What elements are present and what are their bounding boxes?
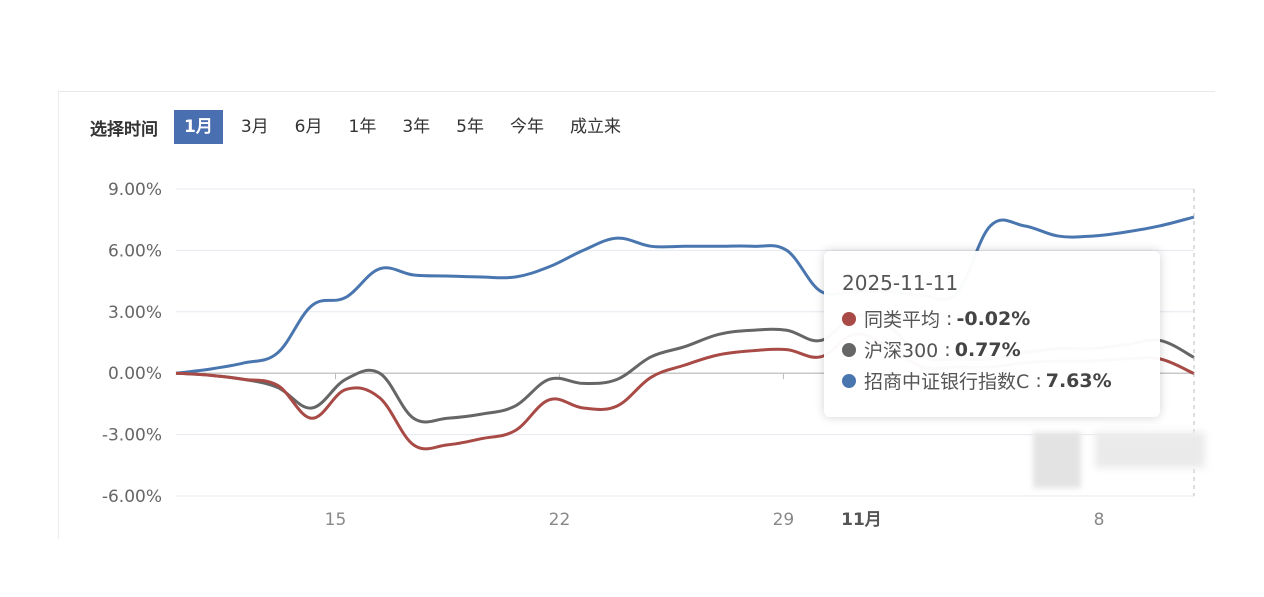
range-button-5y[interactable]: 5年 bbox=[456, 117, 484, 137]
x-axis-ticks: 15 22 29 11月 8 bbox=[325, 373, 1105, 530]
blurred-watermark bbox=[1033, 432, 1081, 488]
y-tick-label: 6.00% bbox=[108, 241, 162, 261]
x-tick-label: 11月 bbox=[841, 510, 882, 530]
tooltip-series-name: 同类平均 bbox=[864, 309, 941, 331]
y-axis-ticks: 9.00% 6.00% 3.00% 0.00% -3.00% -6.00% bbox=[102, 180, 162, 507]
y-tick-label: -3.00% bbox=[102, 426, 162, 446]
tooltip-series-name: 招商中证银行指数C bbox=[864, 371, 1030, 393]
y-tick-label: -6.00% bbox=[102, 487, 162, 507]
range-button-1m[interactable]: 1月 bbox=[174, 110, 223, 144]
x-tick-label: 22 bbox=[549, 510, 571, 530]
range-button-since-inception[interactable]: 成立来 bbox=[569, 117, 621, 137]
series-line-fund bbox=[175, 215, 1195, 375]
hover-tooltip: 2025-11-11 同类平均 : -0.02% 沪深300 : 0.77% 招… bbox=[824, 251, 1160, 417]
blurred-watermark bbox=[1095, 432, 1205, 468]
x-tick-label: 29 bbox=[773, 510, 795, 530]
csi300-dot bbox=[842, 342, 856, 357]
peer-average-dot bbox=[842, 311, 856, 326]
x-tick-label: 15 bbox=[325, 510, 347, 530]
range-button-3y[interactable]: 3年 bbox=[402, 117, 431, 137]
range-label: 选择时间 bbox=[90, 119, 158, 140]
tooltip-series-value: 7.63% bbox=[1045, 369, 1112, 392]
x-tick-label: 8 bbox=[1094, 510, 1105, 530]
y-tick-label: 0.00% bbox=[108, 364, 162, 384]
tooltip-series-name: 沪深300 bbox=[864, 340, 939, 362]
time-range-selector: 选择时间 1月 3月 6月 1年 3年 5年 今年 成立来 bbox=[90, 110, 639, 144]
range-button-3m[interactable]: 3月 bbox=[240, 117, 269, 137]
tooltip-row-peer-average: 同类平均 : -0.02% bbox=[842, 303, 1142, 334]
fund-dot bbox=[842, 373, 856, 388]
range-button-6m[interactable]: 6月 bbox=[294, 117, 323, 137]
range-button-1y[interactable]: 1年 bbox=[348, 117, 377, 137]
tooltip-series-value: 0.77% bbox=[954, 338, 1021, 361]
tooltip-date: 2025-11-11 bbox=[842, 271, 959, 295]
y-tick-label: 9.00% bbox=[108, 180, 162, 200]
range-button-ytd[interactable]: 今年 bbox=[509, 117, 544, 137]
tooltip-series-value: -0.02% bbox=[956, 307, 1031, 330]
y-tick-label: 3.00% bbox=[108, 303, 162, 323]
tooltip-row-fund: 招商中证银行指数C : 7.63% bbox=[842, 365, 1142, 396]
tooltip-row-csi300: 沪深300 : 0.77% bbox=[842, 334, 1142, 365]
